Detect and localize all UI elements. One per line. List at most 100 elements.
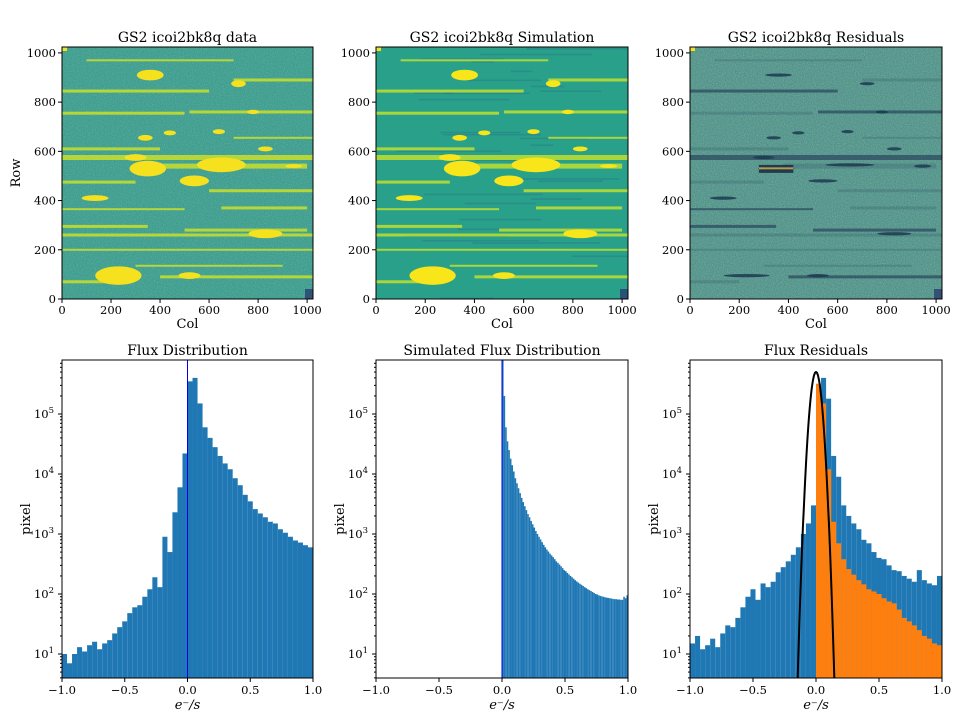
heatmap-streak (690, 224, 777, 228)
y-tick-base: 10 (662, 647, 677, 661)
y-tick-label: 400 (348, 194, 370, 208)
y-tick-label: 800 (34, 95, 56, 109)
heatmap-streak (690, 233, 942, 237)
y-tick-label: 800 (348, 95, 370, 109)
histogram-bar (901, 617, 907, 678)
heatmap-residual-feature (758, 167, 794, 170)
x-tick-label: 0.5 (870, 683, 888, 697)
x-tick-label: 1.0 (304, 683, 322, 697)
histogram-bar (690, 643, 696, 678)
histogram-bar (557, 562, 559, 678)
histogram-bar (237, 485, 243, 678)
histogram-bar (936, 645, 942, 678)
x-axis-label: Col (805, 317, 827, 332)
histogram-bar (780, 567, 786, 678)
histogram-bar (596, 594, 599, 678)
histogram-bar (152, 577, 158, 678)
heatmap-source (409, 266, 456, 285)
heatmap-band (414, 92, 454, 94)
histogram-bar (137, 605, 143, 678)
heatmap-streak (862, 78, 942, 82)
histogram-bar (302, 545, 308, 678)
histogram-bar (745, 596, 751, 678)
chart-title: GS2 icoi2bk8q Simulation (410, 30, 595, 46)
heatmap-streak (376, 89, 524, 93)
histogram-bar (755, 599, 761, 678)
heatmap-streak (474, 275, 628, 279)
histogram-bar (533, 527, 536, 678)
histogram-bar (805, 523, 811, 678)
histogram-bar (511, 465, 514, 678)
histogram-bar (846, 569, 852, 678)
histogram-bar (876, 594, 882, 678)
histogram-bar (594, 594, 597, 678)
histogram-bar (770, 581, 776, 678)
axes-frame (61, 46, 314, 300)
histogram-bar (926, 638, 932, 678)
histogram-bar (931, 643, 937, 678)
heatmap-noise (690, 47, 942, 299)
histogram-bar (227, 469, 233, 678)
y-tick-label: 103 (348, 526, 368, 541)
heatmap-streak (400, 59, 549, 62)
heatmap-streak (690, 154, 942, 160)
histogram-bar (527, 514, 529, 678)
heatmap-source (136, 69, 164, 81)
x-tick-label: 0.0 (178, 683, 196, 697)
heatmap-streak (849, 206, 937, 210)
histogram-bar (775, 572, 781, 678)
chart-title: Simulated Flux Distribution (403, 343, 600, 359)
heatmap-source (395, 195, 423, 202)
y-tick-base: 10 (34, 587, 49, 601)
y-tick-exponent: 5 (363, 406, 368, 416)
heatmap-residual-source (765, 73, 793, 77)
y-tick-label: 102 (348, 586, 368, 601)
heatmap-streak (62, 280, 112, 284)
x-tick-label: −0.5 (425, 683, 453, 697)
histogram-bar (735, 617, 741, 678)
histogram-bar (588, 590, 591, 678)
histogram-bar (607, 597, 610, 678)
heatmap-band (526, 48, 628, 50)
histogram-bar (514, 478, 517, 678)
histogram-bar (535, 531, 537, 678)
histogram-bar (700, 649, 706, 678)
histogram-bar (541, 542, 543, 678)
x-tick-label: 600 (827, 303, 849, 317)
heatmap-streak (376, 154, 628, 160)
histogram-bar (517, 488, 520, 678)
histogram-bar (505, 427, 507, 678)
heatmap-streak (62, 111, 185, 115)
histogram-bar (212, 447, 218, 678)
y-tick-label: 200 (34, 243, 56, 257)
histogram-bar (549, 553, 551, 678)
x-axis-label: e⁻/s (175, 698, 201, 713)
heatmap-streak (376, 233, 628, 237)
heatmap-source (231, 80, 246, 88)
y-tick-exponent: 4 (363, 466, 368, 476)
heatmap-band (537, 180, 603, 182)
histogram-bar (97, 649, 103, 678)
x-tick-label: 200 (100, 303, 122, 317)
y-tick-label: 0 (363, 292, 370, 306)
heatmap-source (561, 109, 575, 115)
heatmap-streak (376, 111, 500, 115)
heatmap-corner (376, 47, 381, 51)
y-tick-exponent: 1 (677, 646, 682, 656)
histogram-bar (167, 552, 173, 678)
heatmap-band (475, 159, 558, 161)
histogram-bar (563, 570, 565, 678)
heatmap-band (459, 218, 542, 221)
histogram-bar (522, 502, 525, 678)
y-tick-exponent: 5 (677, 406, 682, 416)
histogram-bar (287, 536, 293, 678)
heatmap-streak (837, 189, 942, 193)
heatmap-band (539, 90, 602, 92)
heatmap-residual-source (859, 82, 875, 86)
y-tick-label: 103 (34, 526, 54, 541)
heatmap-corner (690, 47, 695, 51)
heatmap-band (571, 255, 628, 257)
heatmap-streak (690, 147, 789, 151)
